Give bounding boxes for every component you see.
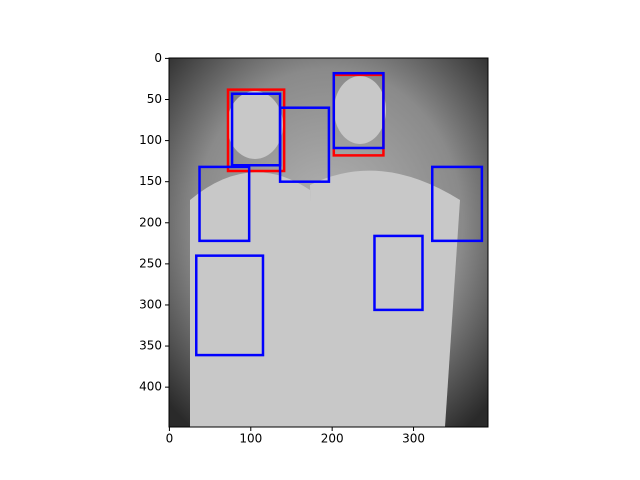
y-tick-label: 250 [139, 256, 162, 270]
bounding-box [373, 234, 424, 312]
y-tick-label: 50 [147, 92, 162, 106]
x-tick-label: 200 [321, 432, 344, 446]
bounding-box [332, 71, 385, 150]
x-tick-label: 300 [402, 432, 425, 446]
y-tick-label: 200 [139, 215, 162, 229]
y-tick-label: 0 [154, 51, 162, 65]
bounding-box [226, 88, 286, 173]
bounding-box [195, 254, 265, 357]
y-tick-label: 150 [139, 174, 162, 188]
bounding-box [431, 165, 484, 243]
y-tick-label: 300 [139, 297, 162, 311]
bounding-box [278, 106, 331, 183]
x-tick-label: 100 [239, 432, 262, 446]
x-tick-label: 0 [166, 432, 174, 446]
y-tick-label: 350 [139, 339, 162, 353]
y-tick-label: 400 [139, 380, 162, 394]
y-tick-label: 100 [139, 133, 162, 147]
bounding-box [198, 165, 251, 243]
axes-frame [168, 57, 489, 428]
